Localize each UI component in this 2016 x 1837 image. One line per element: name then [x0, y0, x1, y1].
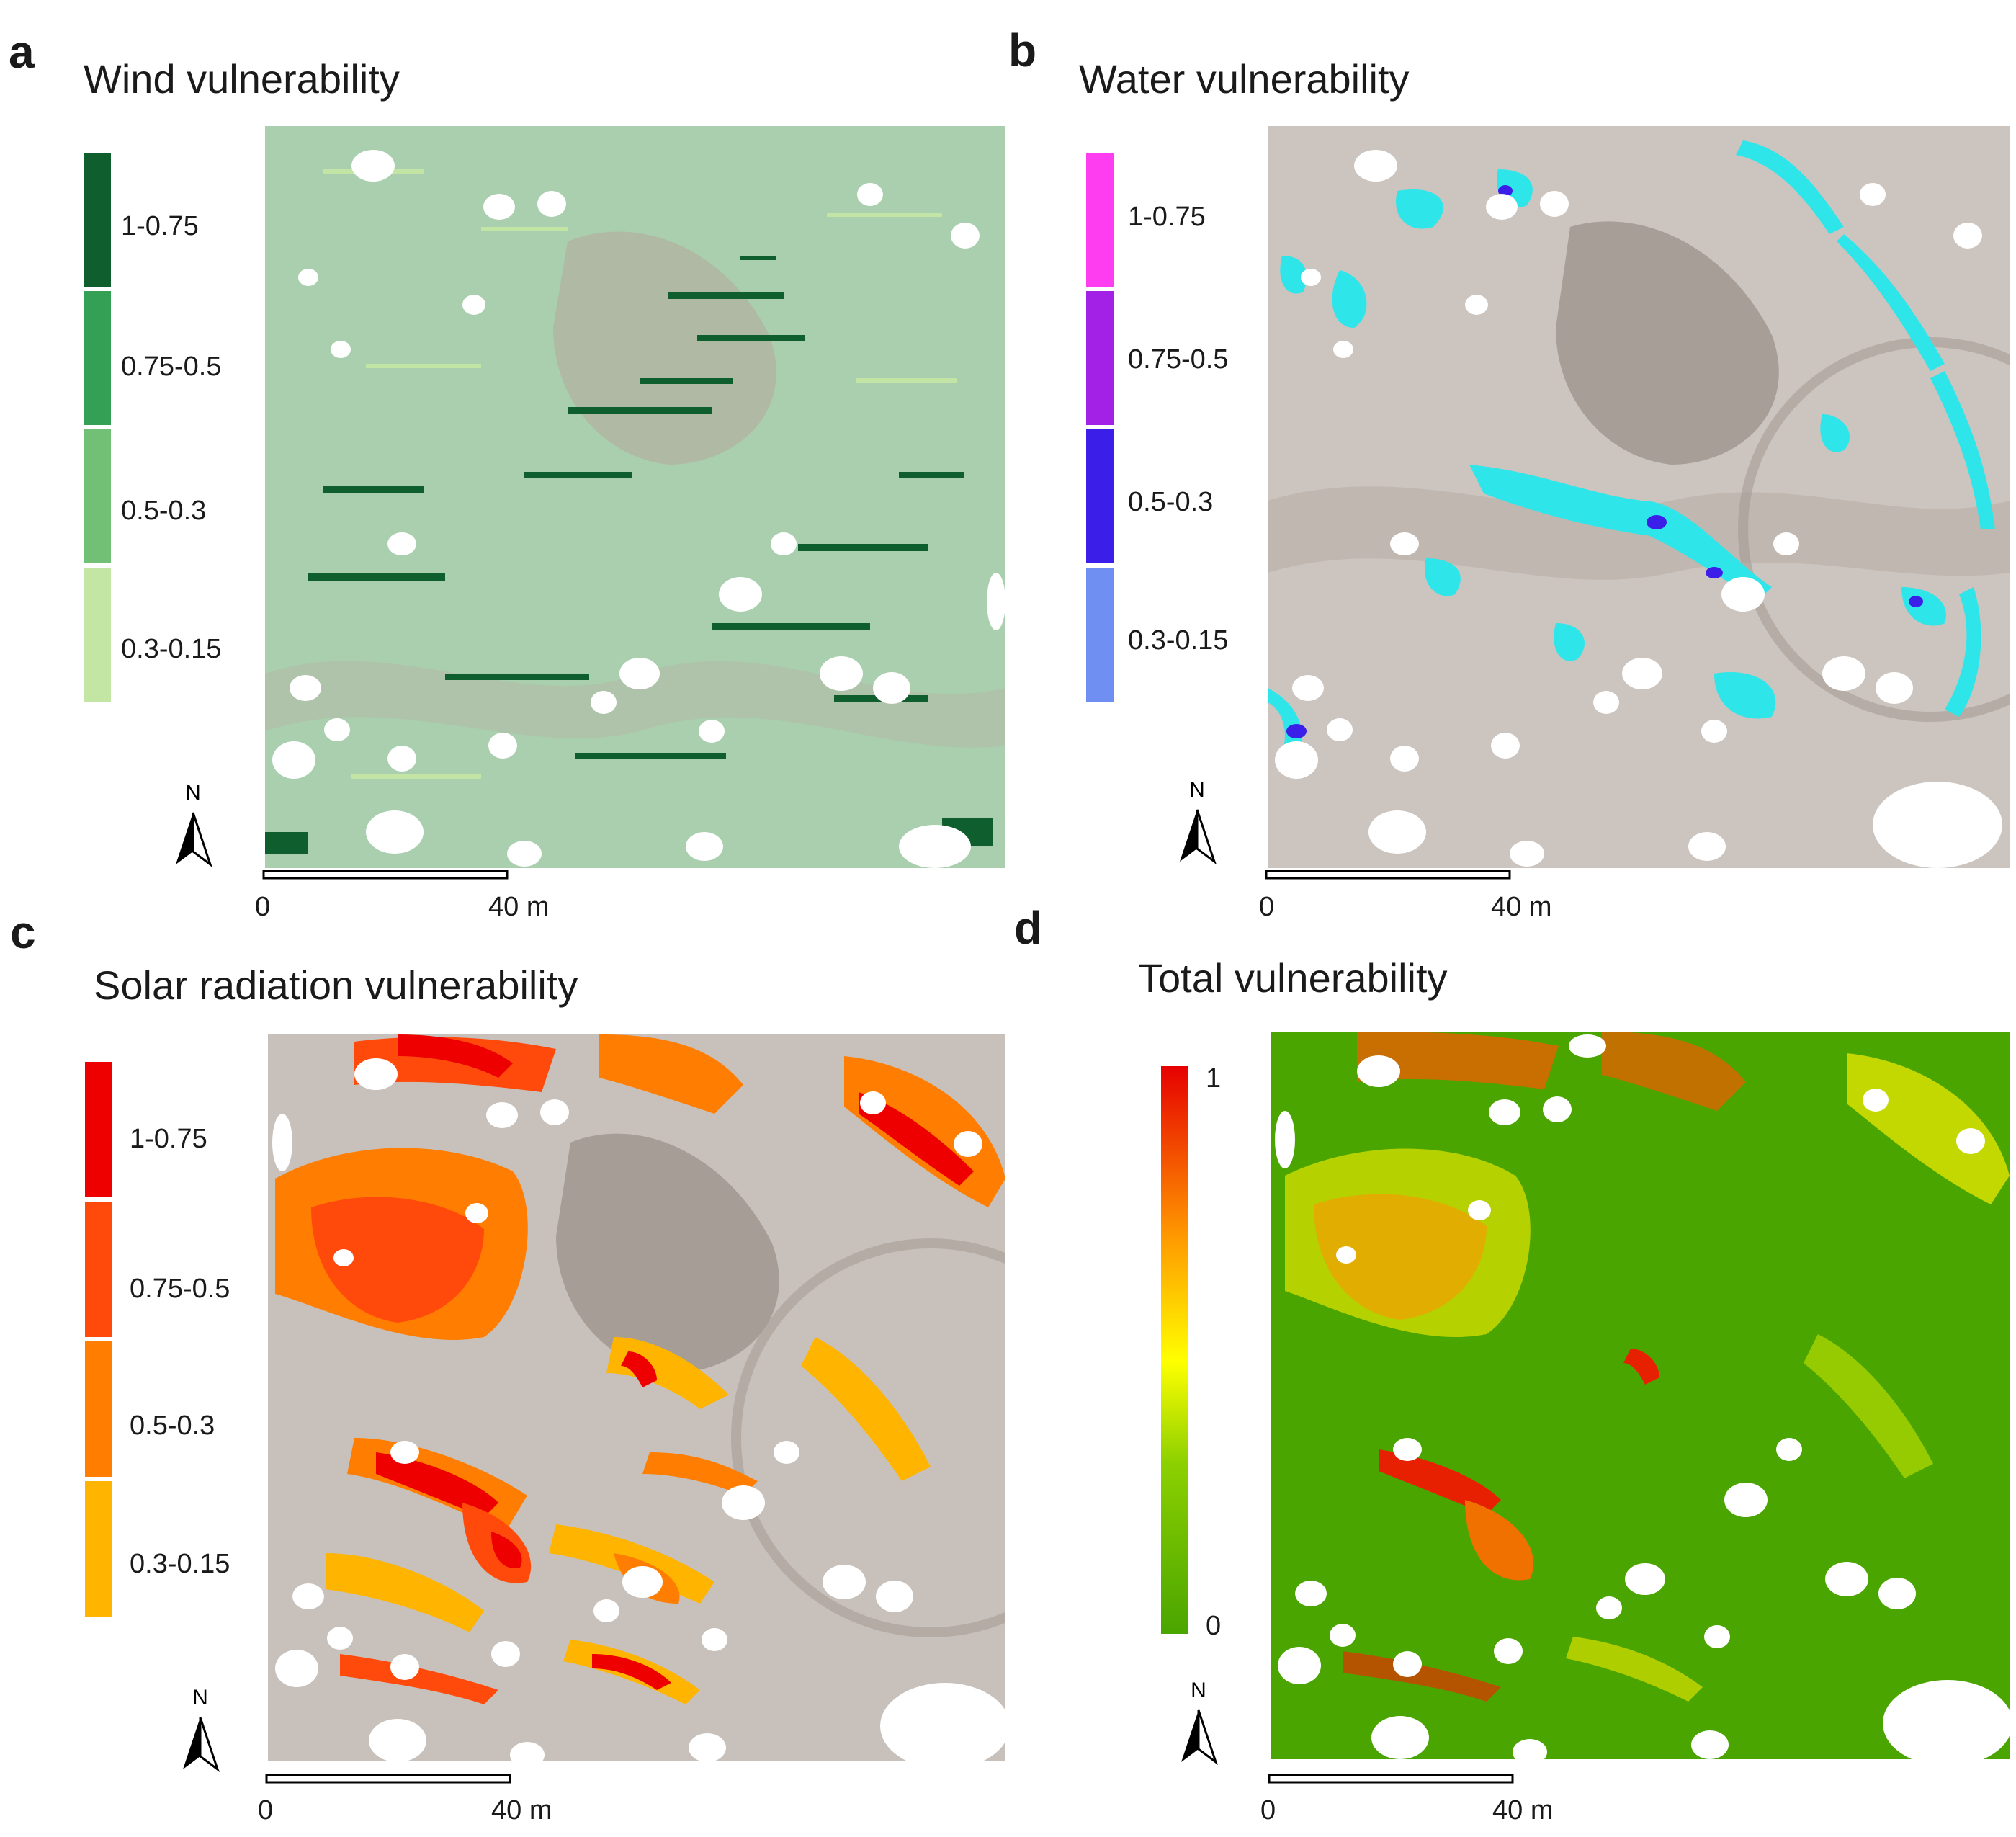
map-total: [1271, 1032, 2010, 1759]
north-label: N: [185, 781, 201, 805]
legend-label: 0.5-0.3: [121, 496, 207, 526]
legend-label: 0.3-0.15: [130, 1549, 230, 1579]
legend-label: 1-0.75: [121, 211, 199, 241]
panel-letter: a: [9, 26, 35, 78]
legend-swatch: [85, 1202, 112, 1337]
legend-swatch: [85, 1481, 112, 1617]
legend-label: 0.3-0.15: [1128, 625, 1229, 656]
north-label: N: [1191, 1679, 1206, 1702]
legend-label: 0.75-0.5: [1128, 344, 1229, 375]
north-label: N: [192, 1686, 208, 1709]
legend-swatch: [85, 1341, 112, 1477]
panel-letter: b: [1008, 24, 1037, 76]
scale-end-label: 40 m: [1492, 1795, 1554, 1825]
panel-title: Solar radiation vulnerability: [94, 962, 578, 1008]
legend-swatch: [1086, 153, 1114, 287]
north-arrow-icon: N: [183, 1686, 220, 1772]
legend-swatch: [1086, 291, 1114, 425]
legend-swatch: [1086, 429, 1114, 563]
map-solar: [268, 1034, 1005, 1761]
north-arrow-icon: N: [1181, 1679, 1218, 1765]
scale-bar: [262, 870, 509, 880]
scale-end-label: 40 m: [491, 1795, 552, 1825]
legend-label: 1-0.75: [130, 1124, 207, 1154]
legend-label: 0.5-0.3: [1128, 487, 1214, 517]
panel-letter: d: [1014, 902, 1043, 954]
panel-title: Total vulnerability: [1138, 955, 1448, 1001]
legend-swatch: [85, 1062, 112, 1197]
panel-title: Water vulnerability: [1079, 56, 1410, 102]
scale-bar: [1268, 1774, 1514, 1784]
map-wind: [265, 126, 1005, 868]
gradient-min-label: 0: [1206, 1611, 1222, 1641]
scale-end-label: 40 m: [1491, 892, 1552, 922]
scale-bar: [1265, 870, 1511, 880]
scale-start-label: 0: [258, 1795, 274, 1825]
scale-start-label: 0: [255, 892, 271, 922]
panel-title: Wind vulnerability: [84, 56, 400, 102]
legend-swatch: [1086, 568, 1114, 702]
map-water: [1268, 126, 2010, 868]
north-arrow-icon: N: [176, 781, 212, 867]
legend-label: 1-0.75: [1128, 202, 1206, 232]
gradient-legend: [1161, 1066, 1188, 1634]
gradient-max-label: 1: [1206, 1063, 1222, 1094]
legend-swatch: [84, 291, 111, 425]
scale-start-label: 0: [1260, 1795, 1276, 1825]
legend-swatch: [84, 429, 111, 563]
north-label: N: [1189, 778, 1205, 802]
legend-label: 0.75-0.5: [121, 352, 222, 382]
panel-letter: c: [10, 906, 36, 958]
legend-label: 0.75-0.5: [130, 1274, 230, 1304]
scale-end-label: 40 m: [488, 892, 550, 922]
scale-start-label: 0: [1259, 892, 1275, 922]
scale-bar: [265, 1774, 511, 1784]
legend-label: 0.5-0.3: [130, 1411, 215, 1441]
legend-swatch: [84, 568, 111, 702]
north-arrow-icon: N: [1180, 778, 1217, 864]
legend-label: 0.3-0.15: [121, 634, 222, 664]
legend-swatch: [84, 153, 111, 287]
